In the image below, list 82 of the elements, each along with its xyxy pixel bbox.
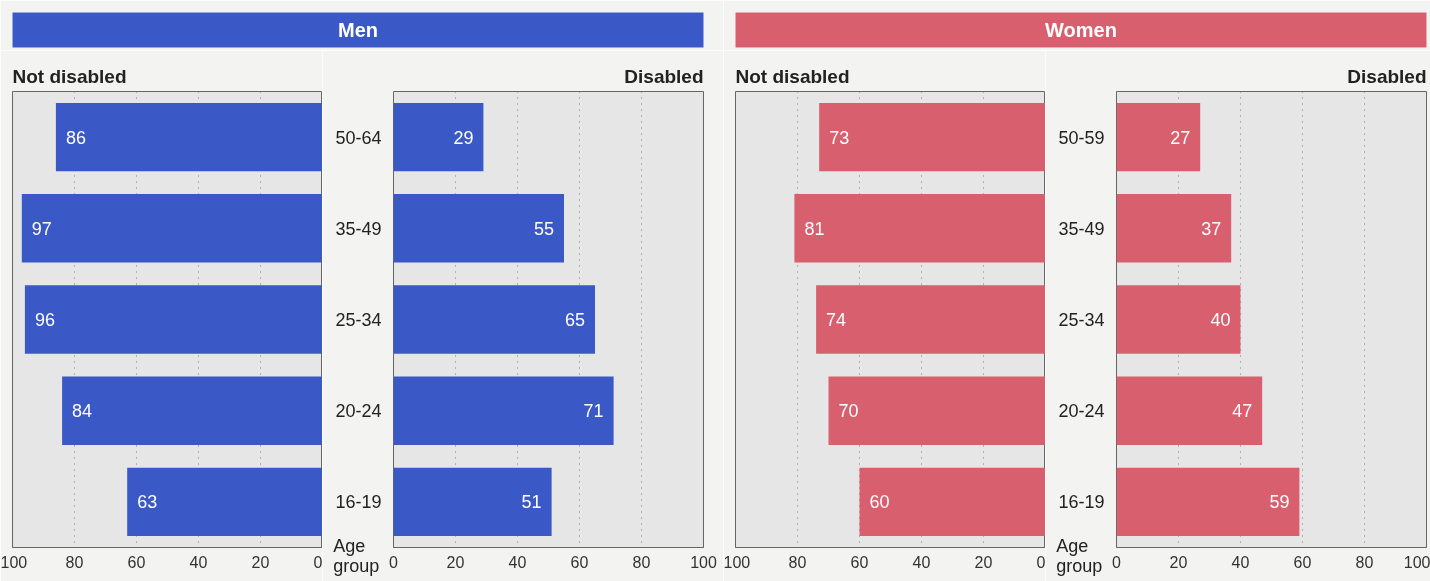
y-tick-label: 25-34 (1058, 310, 1105, 330)
bar (819, 102, 1045, 172)
x-tick-label: 60 (127, 553, 146, 571)
data-label: 81 (804, 218, 825, 239)
data-label: 73 (829, 127, 850, 148)
data-label: 65 (564, 310, 586, 330)
chart-subtitle: Not disabled (735, 65, 850, 87)
chart-title: Women (1045, 19, 1117, 41)
y-tick-label: 50-64 (335, 127, 382, 148)
bar (393, 194, 564, 263)
bar (1116, 285, 1241, 354)
data-label: 97 (31, 218, 52, 239)
bar (127, 467, 322, 537)
chart-title: Men (338, 19, 378, 41)
x-tick-label: 80 (632, 553, 651, 571)
x-tick-label: 0 (313, 553, 323, 571)
bar (1116, 102, 1201, 172)
bar (816, 285, 1045, 354)
y-axis-title: Age group (333, 535, 380, 576)
bar (24, 285, 322, 354)
x-tick-label: 0 (1036, 553, 1046, 571)
data-label: 71 (583, 401, 604, 422)
x-tick-label: 80 (65, 553, 84, 571)
x-tick-label: 100 (723, 553, 751, 571)
x-tick-label: 80 (788, 553, 807, 571)
x-tick-label: 0 (389, 553, 399, 571)
bar (828, 376, 1045, 445)
data-label: 86 (65, 127, 86, 148)
x-tick-label: 100 (690, 553, 717, 571)
x-tick-label: 40 (189, 553, 208, 571)
data-label: 60 (869, 492, 890, 513)
x-tick-label: 20 (974, 553, 993, 571)
x-tick-label: 20 (251, 553, 270, 571)
bar (393, 102, 484, 172)
chart-subtitle: Disabled (1347, 65, 1427, 87)
x-tick-label: 100 (0, 553, 28, 571)
chart-subtitle: Not disabled (12, 65, 127, 87)
y-tick-label: 25-34 (335, 310, 382, 330)
x-tick-label: 20 (1169, 553, 1188, 571)
y-tick-label: 50-59 (1058, 127, 1105, 148)
data-label: 29 (453, 127, 474, 148)
x-tick-label: 40 (1231, 553, 1250, 571)
y-tick-label: 35-49 (335, 218, 382, 239)
x-tick-label: 100 (1403, 553, 1430, 571)
bar (21, 194, 322, 263)
bar (1116, 376, 1263, 445)
data-label: 27 (1170, 127, 1191, 148)
bar (1116, 194, 1232, 263)
bar (1116, 467, 1300, 537)
x-tick-label: 40 (508, 553, 527, 571)
data-label: 40 (1210, 310, 1231, 330)
bar (794, 194, 1045, 263)
bar (859, 467, 1045, 537)
y-axis-title: Age group (1056, 535, 1103, 576)
y-tick-label: 35-49 (1058, 218, 1105, 239)
x-tick-label: 40 (912, 553, 931, 571)
x-tick-label: 80 (1355, 553, 1374, 571)
data-label: 74 (826, 310, 847, 330)
y-tick-label: 16-19 (1058, 492, 1105, 513)
chart-subtitle: Disabled (624, 65, 704, 87)
data-label: 84 (72, 401, 93, 422)
data-label: 59 (1269, 492, 1290, 513)
x-tick-label: 60 (850, 553, 869, 571)
bar (55, 102, 322, 172)
bar (393, 285, 595, 354)
data-label: 51 (521, 492, 542, 513)
x-tick-label: 60 (1293, 553, 1312, 571)
bar (393, 467, 552, 537)
y-tick-label: 20-24 (335, 401, 382, 422)
data-label: 70 (838, 401, 859, 422)
y-tick-label: 20-24 (1058, 401, 1105, 422)
data-label: 96 (34, 310, 55, 330)
bar (62, 376, 322, 445)
bar (393, 376, 614, 445)
x-tick-label: 0 (1112, 553, 1122, 571)
data-label: 37 (1201, 218, 1222, 239)
data-label: 47 (1232, 401, 1253, 422)
data-label: 55 (533, 218, 555, 239)
x-tick-label: 60 (570, 553, 589, 571)
x-tick-label: 20 (446, 553, 465, 571)
data-label: 63 (137, 492, 158, 513)
y-tick-label: 16-19 (335, 492, 382, 513)
